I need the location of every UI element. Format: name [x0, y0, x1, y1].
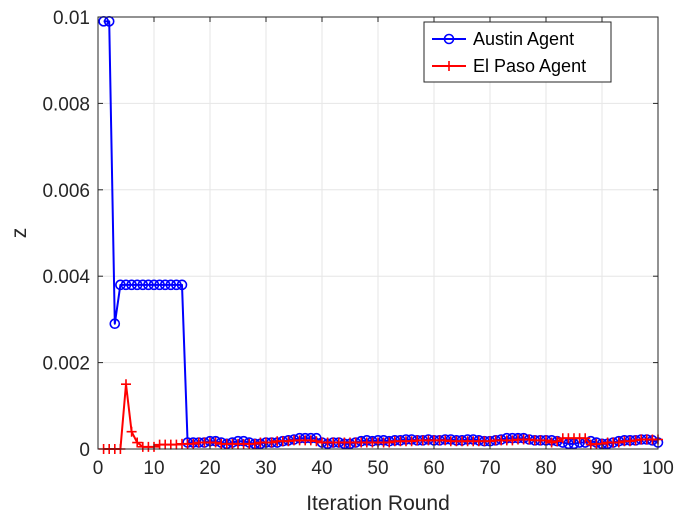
- legend-item: Austin Agent: [432, 29, 574, 49]
- x-tick-label: 100: [642, 458, 674, 479]
- legend-items: Austin Agent El Paso Agent: [432, 29, 586, 76]
- legend-label: El Paso Agent: [473, 56, 586, 76]
- data-point: [109, 318, 121, 330]
- data-point: [121, 379, 131, 390]
- data-point: [283, 436, 294, 447]
- y-tick-label: 0.002: [42, 354, 90, 375]
- y-axis-title: z: [8, 228, 31, 239]
- data-point: [311, 436, 322, 447]
- data-point: [541, 435, 551, 446]
- x-tick-label: 30: [255, 458, 276, 479]
- data-point: [176, 279, 188, 291]
- data-point: [585, 439, 596, 450]
- x-tick-label: 90: [591, 458, 612, 479]
- data-point: [143, 279, 154, 291]
- data-point: [165, 279, 177, 291]
- x-tick-label: 0: [93, 458, 104, 479]
- data-point: [625, 436, 635, 447]
- data-point: [440, 435, 451, 446]
- data-point: [188, 438, 199, 449]
- legend: Austin Agent El Paso Agent: [423, 21, 612, 83]
- data-point: [613, 437, 624, 448]
- x-tick-label: 20: [199, 458, 220, 479]
- data-point: [524, 434, 535, 445]
- data-point: [210, 437, 221, 448]
- data-point: [137, 279, 149, 291]
- legend-marker: [444, 61, 454, 71]
- data-point: [384, 437, 395, 448]
- axis-ticks: [97, 16, 659, 450]
- data-point: [580, 433, 591, 444]
- data-point: [266, 437, 277, 448]
- data-point: [115, 279, 126, 291]
- data-point: [406, 436, 417, 447]
- x-tick-label: 50: [367, 458, 388, 479]
- legend-marker: [443, 33, 455, 45]
- legend-box: [423, 21, 612, 83]
- data-point: [249, 438, 260, 449]
- x-tick-label: 40: [311, 458, 332, 479]
- y-tick-label: 0.01: [53, 8, 90, 29]
- tick-labels: 0 10 20 30 40 50 60 70 80 90 100 0 0.002 0.004 0.006 0.…: [42, 8, 673, 479]
- x-axis-title: Iteration Round: [306, 492, 450, 515]
- data-point: [171, 439, 182, 450]
- x-tick-label: 70: [479, 458, 500, 479]
- y-tick-label: 0: [79, 440, 90, 461]
- legend-item: El Paso Agent: [432, 56, 586, 76]
- data-point: [630, 435, 641, 446]
- data-point: [546, 437, 557, 448]
- data-point: [159, 279, 171, 291]
- x-tick-label: 60: [423, 458, 444, 479]
- data-point: [131, 279, 143, 291]
- data-point: [126, 426, 137, 437]
- data-point: [507, 435, 518, 446]
- y-tick-label: 0.006: [42, 181, 90, 202]
- data-point: [132, 437, 143, 448]
- data-point: [552, 436, 563, 447]
- y-tick-label: 0.004: [42, 267, 90, 288]
- data-point: [154, 279, 165, 291]
- data-point: [120, 279, 132, 291]
- y-tick-label: 0.008: [42, 94, 90, 115]
- data-point: [148, 279, 160, 291]
- x-tick-label: 80: [535, 458, 556, 479]
- data-point: [171, 279, 182, 291]
- legend-label: Austin Agent: [473, 29, 574, 49]
- data-point: [305, 435, 316, 446]
- data-point: [126, 279, 137, 291]
- x-tick-label: 10: [143, 458, 164, 479]
